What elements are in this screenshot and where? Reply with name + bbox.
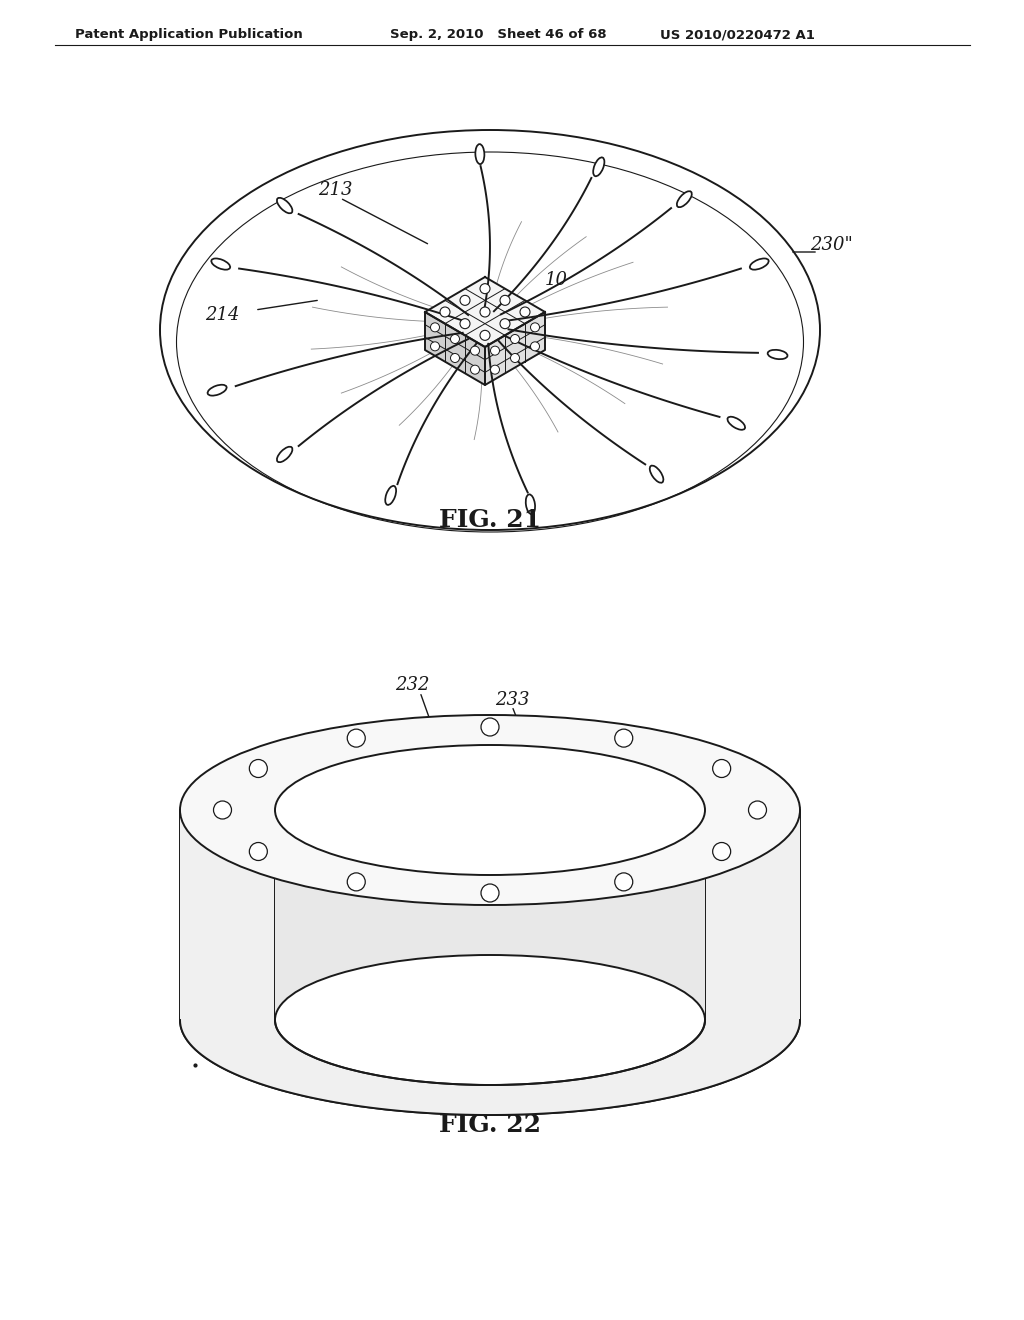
Text: 233: 233: [495, 690, 529, 709]
Polygon shape: [425, 277, 545, 347]
Circle shape: [480, 308, 490, 317]
Circle shape: [500, 296, 510, 305]
Circle shape: [713, 759, 731, 777]
Ellipse shape: [276, 198, 293, 214]
Circle shape: [530, 323, 540, 331]
Text: 232: 232: [395, 676, 429, 694]
Text: Patent Application Publication: Patent Application Publication: [75, 28, 303, 41]
Circle shape: [481, 884, 499, 902]
Ellipse shape: [727, 417, 745, 430]
Circle shape: [249, 842, 267, 861]
Circle shape: [213, 801, 231, 818]
Ellipse shape: [160, 129, 820, 531]
Circle shape: [347, 873, 366, 891]
Polygon shape: [485, 312, 545, 385]
Ellipse shape: [593, 157, 604, 177]
Text: US 2010/0220472 A1: US 2010/0220472 A1: [660, 28, 815, 41]
Circle shape: [520, 308, 530, 317]
Polygon shape: [180, 810, 800, 1115]
Ellipse shape: [208, 384, 226, 396]
Circle shape: [460, 318, 470, 329]
Circle shape: [480, 330, 490, 341]
Circle shape: [530, 342, 540, 351]
Ellipse shape: [211, 259, 230, 269]
Circle shape: [249, 759, 267, 777]
Circle shape: [713, 842, 731, 861]
Text: 214: 214: [205, 306, 240, 323]
Circle shape: [470, 366, 479, 374]
Ellipse shape: [276, 446, 293, 462]
Text: 213: 213: [318, 181, 352, 199]
Circle shape: [440, 308, 450, 317]
Ellipse shape: [180, 925, 800, 1115]
Circle shape: [430, 323, 439, 331]
Text: FIG. 22: FIG. 22: [439, 1113, 541, 1137]
Circle shape: [511, 354, 519, 363]
Ellipse shape: [525, 495, 536, 515]
Text: Sep. 2, 2010   Sheet 46 of 68: Sep. 2, 2010 Sheet 46 of 68: [390, 28, 606, 41]
Ellipse shape: [275, 744, 705, 875]
Text: 10: 10: [545, 271, 568, 289]
Ellipse shape: [475, 144, 484, 164]
Circle shape: [511, 334, 519, 343]
Ellipse shape: [385, 486, 396, 506]
Circle shape: [749, 801, 767, 818]
Text: 230": 230": [810, 236, 853, 253]
Circle shape: [460, 296, 470, 305]
Ellipse shape: [750, 259, 769, 269]
Circle shape: [490, 346, 500, 355]
Polygon shape: [275, 810, 705, 1085]
Circle shape: [430, 342, 439, 351]
Ellipse shape: [677, 191, 692, 207]
Ellipse shape: [180, 715, 800, 906]
Circle shape: [451, 354, 460, 363]
Ellipse shape: [275, 954, 705, 1085]
Ellipse shape: [768, 350, 787, 359]
Circle shape: [470, 346, 479, 355]
Circle shape: [614, 729, 633, 747]
Circle shape: [480, 284, 490, 293]
Text: FIG. 21: FIG. 21: [439, 508, 541, 532]
Ellipse shape: [650, 466, 664, 483]
Circle shape: [500, 318, 510, 329]
Polygon shape: [425, 312, 485, 385]
Circle shape: [614, 873, 633, 891]
Circle shape: [451, 334, 460, 343]
Circle shape: [481, 718, 499, 737]
Circle shape: [490, 366, 500, 374]
Circle shape: [347, 729, 366, 747]
